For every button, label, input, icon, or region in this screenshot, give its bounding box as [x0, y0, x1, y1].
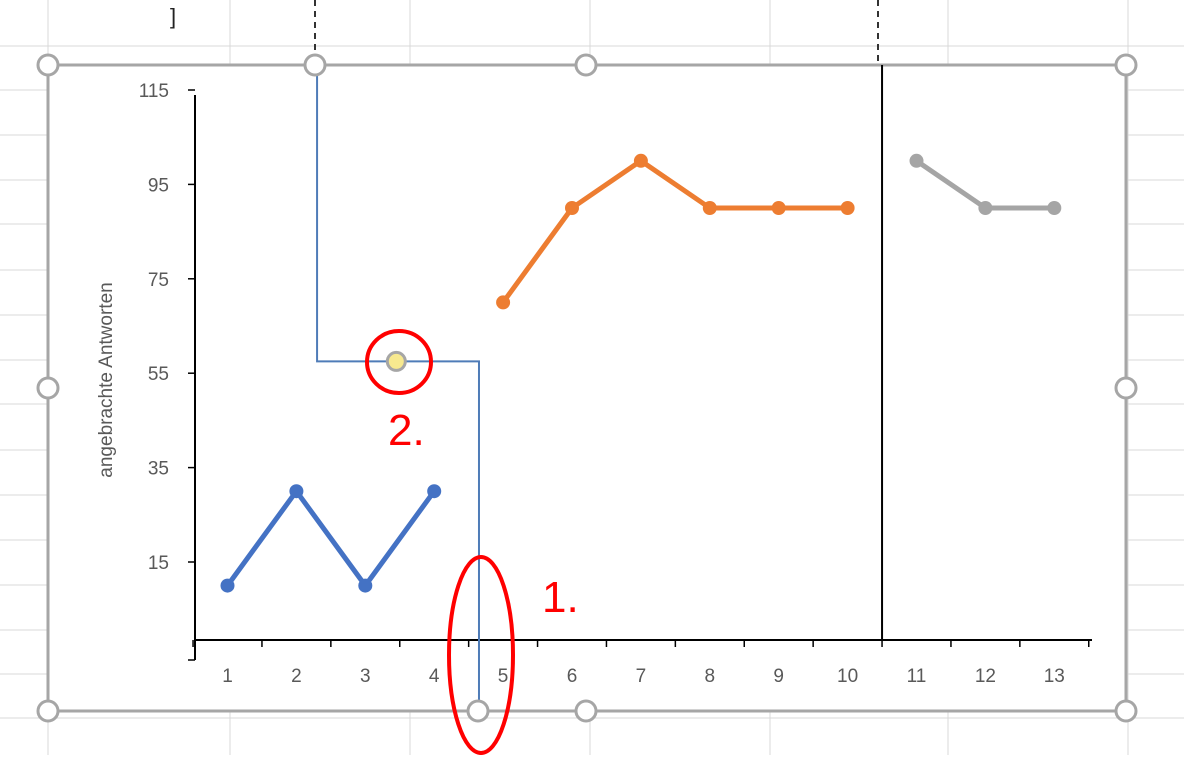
chart-area[interactable]	[48, 65, 1126, 711]
selection-handle[interactable]	[1114, 376, 1138, 400]
data-point[interactable]	[220, 578, 235, 593]
data-point[interactable]	[771, 201, 786, 215]
x-tick-label: 13	[1044, 666, 1065, 687]
series-line[interactable]	[225, 488, 437, 589]
y-tick-label: 75	[148, 270, 169, 291]
x-tick-label: 4	[429, 666, 440, 687]
annotation-label-1: 1.	[542, 573, 579, 622]
annotation-ellipse-1	[447, 555, 515, 755]
selection-handle[interactable]	[36, 699, 60, 723]
y-tick-label: 15	[148, 553, 169, 574]
annotation-ellipse-2	[365, 329, 433, 395]
x-tick-label: 8	[705, 666, 716, 687]
series-line[interactable]	[500, 158, 851, 305]
data-point[interactable]	[358, 578, 373, 593]
y-axis-title: angebrachte Antworten	[96, 282, 117, 477]
data-point[interactable]	[978, 201, 993, 215]
x-tick-label: 11	[907, 666, 927, 687]
data-point[interactable]	[289, 484, 304, 499]
selection-handle[interactable]	[1114, 53, 1138, 77]
y-tick-label: 115	[139, 81, 169, 102]
x-tick-label: 1	[222, 666, 233, 687]
y-tick-label: 35	[148, 459, 169, 480]
x-tick-label: 10	[837, 666, 858, 687]
selection-handle[interactable]	[574, 53, 598, 77]
data-point[interactable]	[702, 201, 717, 215]
selection-handle[interactable]	[1114, 699, 1138, 723]
selection-handle[interactable]	[36, 53, 60, 77]
series-1[interactable]	[220, 484, 442, 593]
x-tick-label: 12	[975, 666, 996, 687]
selection-handle[interactable]	[574, 699, 598, 723]
x-tick-label: 9	[773, 666, 784, 687]
x-tick-label: 5	[498, 666, 509, 687]
data-point[interactable]	[427, 484, 442, 499]
x-tick-label: 7	[636, 666, 647, 687]
x-tick-label: 3	[360, 666, 371, 687]
x-tick-label: 6	[567, 666, 578, 687]
column-header-fragment: ]	[170, 4, 176, 29]
data-point[interactable]	[496, 295, 511, 310]
annotation-label-2: 2.	[388, 406, 425, 455]
data-point[interactable]	[633, 153, 648, 168]
y-tick-label: 55	[148, 364, 169, 385]
data-point[interactable]	[565, 201, 579, 215]
x-tick-label: 2	[291, 666, 302, 687]
y-tick-label: 95	[148, 175, 169, 196]
data-point[interactable]	[1047, 201, 1062, 215]
connector-adjust-handle[interactable]	[385, 350, 407, 372]
series-3[interactable]	[909, 153, 1062, 215]
selection-handle[interactable]	[36, 376, 60, 400]
data-point[interactable]	[840, 201, 855, 215]
series-2[interactable]	[496, 153, 855, 310]
data-point[interactable]	[909, 153, 924, 168]
selection-handle[interactable]	[303, 53, 327, 77]
selection-handle[interactable]	[466, 699, 490, 723]
